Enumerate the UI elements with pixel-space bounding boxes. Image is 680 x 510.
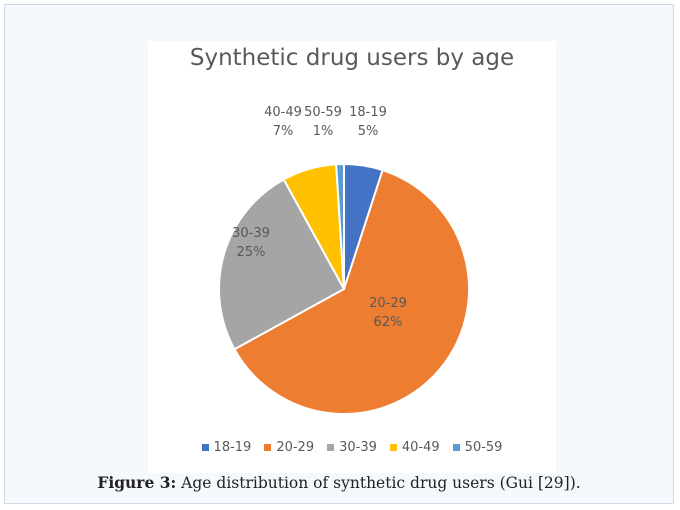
legend-label: 18-19 bbox=[213, 440, 252, 455]
legend-label: 20-29 bbox=[276, 440, 315, 455]
legend-item-30-39: 30-39 bbox=[327, 440, 377, 455]
legend-swatch bbox=[201, 444, 209, 451]
legend-label: 30-39 bbox=[339, 440, 377, 455]
pie-slice-30-39 bbox=[217, 178, 346, 351]
pie-slice-20-29 bbox=[233, 168, 470, 415]
chart-legend: 18-19 20-29 30-39 40-49 50-59 bbox=[148, 440, 556, 455]
slice-label-18-19: 18-19 5% bbox=[349, 105, 387, 139]
legend-swatch bbox=[389, 444, 397, 451]
legend-swatch bbox=[264, 444, 272, 451]
figure-caption: Figure 3: Age distribution of synthetic … bbox=[5, 473, 673, 492]
pie-chart: 18-19 5% 20-29 62% 30-39 25% 40-49 7%50-59 1% bbox=[217, 105, 470, 415]
legend-item-18-19: 18-19 bbox=[201, 440, 252, 455]
chart-title: Synthetic drug users by age bbox=[189, 45, 515, 71]
legend-item-20-29: 20-29 bbox=[264, 440, 314, 455]
legend-label: 40-49 bbox=[401, 440, 440, 455]
slice-label-50-59: 50-59 1% bbox=[304, 105, 342, 139]
caption-text: Age distribution of synthetic drug users… bbox=[176, 474, 581, 492]
slice-label-40-49: 40-49 7% bbox=[264, 105, 302, 139]
legend-swatch bbox=[327, 444, 335, 451]
legend-label: 50-59 bbox=[464, 440, 503, 455]
caption-label: Figure 3: bbox=[97, 473, 177, 492]
legend-item-50-59: 50-59 bbox=[452, 440, 503, 455]
slice-label-20-29: 20-29 62% bbox=[369, 296, 407, 330]
legend-item-40-49: 40-49 bbox=[389, 440, 440, 455]
pie-slice-50-59 bbox=[335, 162, 345, 290]
slice-label-30-39: 30-39 25% bbox=[232, 226, 270, 260]
chart-panel: Synthetic drug users by age 18-19 5% 20-29… bbox=[148, 41, 556, 473]
figure-frame: Synthetic drug users by age 18-19 5% 20-29… bbox=[4, 4, 674, 504]
legend-swatch bbox=[452, 444, 460, 451]
